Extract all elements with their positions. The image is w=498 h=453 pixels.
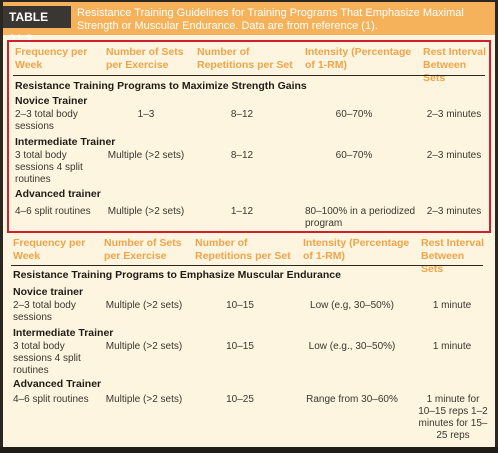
reps-cell: 10–25 <box>226 394 254 405</box>
frequency-cell: 2–3 total body sessions <box>13 300 76 323</box>
group-name: Intermediate Trainer <box>13 327 114 339</box>
dark-footer-strip <box>0 447 498 453</box>
rest-cell: 1 minute <box>432 300 472 311</box>
rest-cell: 2–3 minutes <box>426 206 482 217</box>
header-frequency: Frequency per Week <box>13 237 86 262</box>
intensity-cell: 60–70% <box>335 150 373 161</box>
header-reps: Number of Repetitions per Set <box>197 46 293 71</box>
frequency-cell: 3 total body sessions 4 split routines <box>15 150 83 185</box>
frequency-cell: 4–6 split routines <box>15 206 91 217</box>
header-reps: Number of Repetitions per Set <box>195 237 291 262</box>
strength-panel-highlighted: Frequency per Week Number of Sets per Ex… <box>7 40 491 233</box>
frequency-cell: 3 total body sessions 4 split routines <box>13 341 81 376</box>
intensity-cell: 80–100% in a periodized program <box>305 206 416 229</box>
header-sets: Number of Sets per Exercise <box>106 46 184 71</box>
sets-cell: 1–3 <box>137 109 155 120</box>
reps-cell: 1–12 <box>230 206 254 217</box>
frequency-cell: 4–6 split routines <box>13 394 89 405</box>
header-rule <box>11 265 483 266</box>
sets-cell: Multiple (>2 sets) <box>105 300 183 311</box>
endurance-panel: Frequency per Week Number of Sets per Ex… <box>7 233 491 448</box>
header-rest: Rest Interval Between Sets <box>421 237 485 275</box>
rest-cell: 2–3 minutes <box>426 150 482 161</box>
sets-cell: Multiple (>2 sets) <box>107 206 185 217</box>
header-intensity: Intensity (Percentage of 1-RM) <box>305 46 412 71</box>
section-title: Resistance Training Programs to Maximize… <box>15 80 307 92</box>
sets-cell: Multiple (>2 sets) <box>107 150 185 161</box>
table-number-label: TABLE 21.3 <box>3 6 71 46</box>
sets-cell: Multiple (>2 sets) <box>105 341 183 352</box>
intensity-cell: Low (e.g., 30–50%) <box>308 341 396 352</box>
group-name: Advanced trainer <box>15 188 101 200</box>
rest-cell: 2–3 minutes <box>426 109 482 120</box>
frequency-cell: 2–3 total body sessions <box>15 109 78 132</box>
reps-cell: 10–15 <box>226 341 254 352</box>
group-name: Advanced Trainer <box>13 378 102 390</box>
group-name: Novice trainer <box>13 286 84 298</box>
table-title-bar: TABLE 21.3 Resistance Training Guideline… <box>3 2 495 46</box>
header-frequency: Frequency per Week <box>15 46 88 71</box>
sets-cell: Multiple (>2 sets) <box>105 394 183 405</box>
header-rest: Rest Interval Between Sets <box>423 46 487 84</box>
reps-cell: 8–12 <box>230 150 254 161</box>
table-title: Resistance Training Guidelines for Train… <box>77 7 464 32</box>
intensity-cell: Range from 30–60% <box>306 394 398 405</box>
header-rule <box>13 75 485 76</box>
reps-cell: 10–15 <box>226 300 254 311</box>
group-name: Novice Trainer <box>15 95 88 107</box>
group-name: Intermediate Trainer <box>15 136 116 148</box>
section-title: Resistance Training Programs to Emphasiz… <box>13 269 341 281</box>
reps-cell: 8–12 <box>230 109 254 120</box>
rest-cell: 1 minute for 10–15 reps 1–2 minutes for … <box>418 394 488 441</box>
table-page: TABLE 21.3 Resistance Training Guideline… <box>3 2 495 450</box>
header-intensity: Intensity (Percentage of 1-RM) <box>303 237 410 262</box>
header-sets: Number of Sets per Exercise <box>104 237 182 262</box>
intensity-cell: 60–70% <box>335 109 373 120</box>
rest-cell: 1 minute <box>432 341 472 352</box>
intensity-cell: Low (e.g, 30–50%) <box>310 300 394 311</box>
